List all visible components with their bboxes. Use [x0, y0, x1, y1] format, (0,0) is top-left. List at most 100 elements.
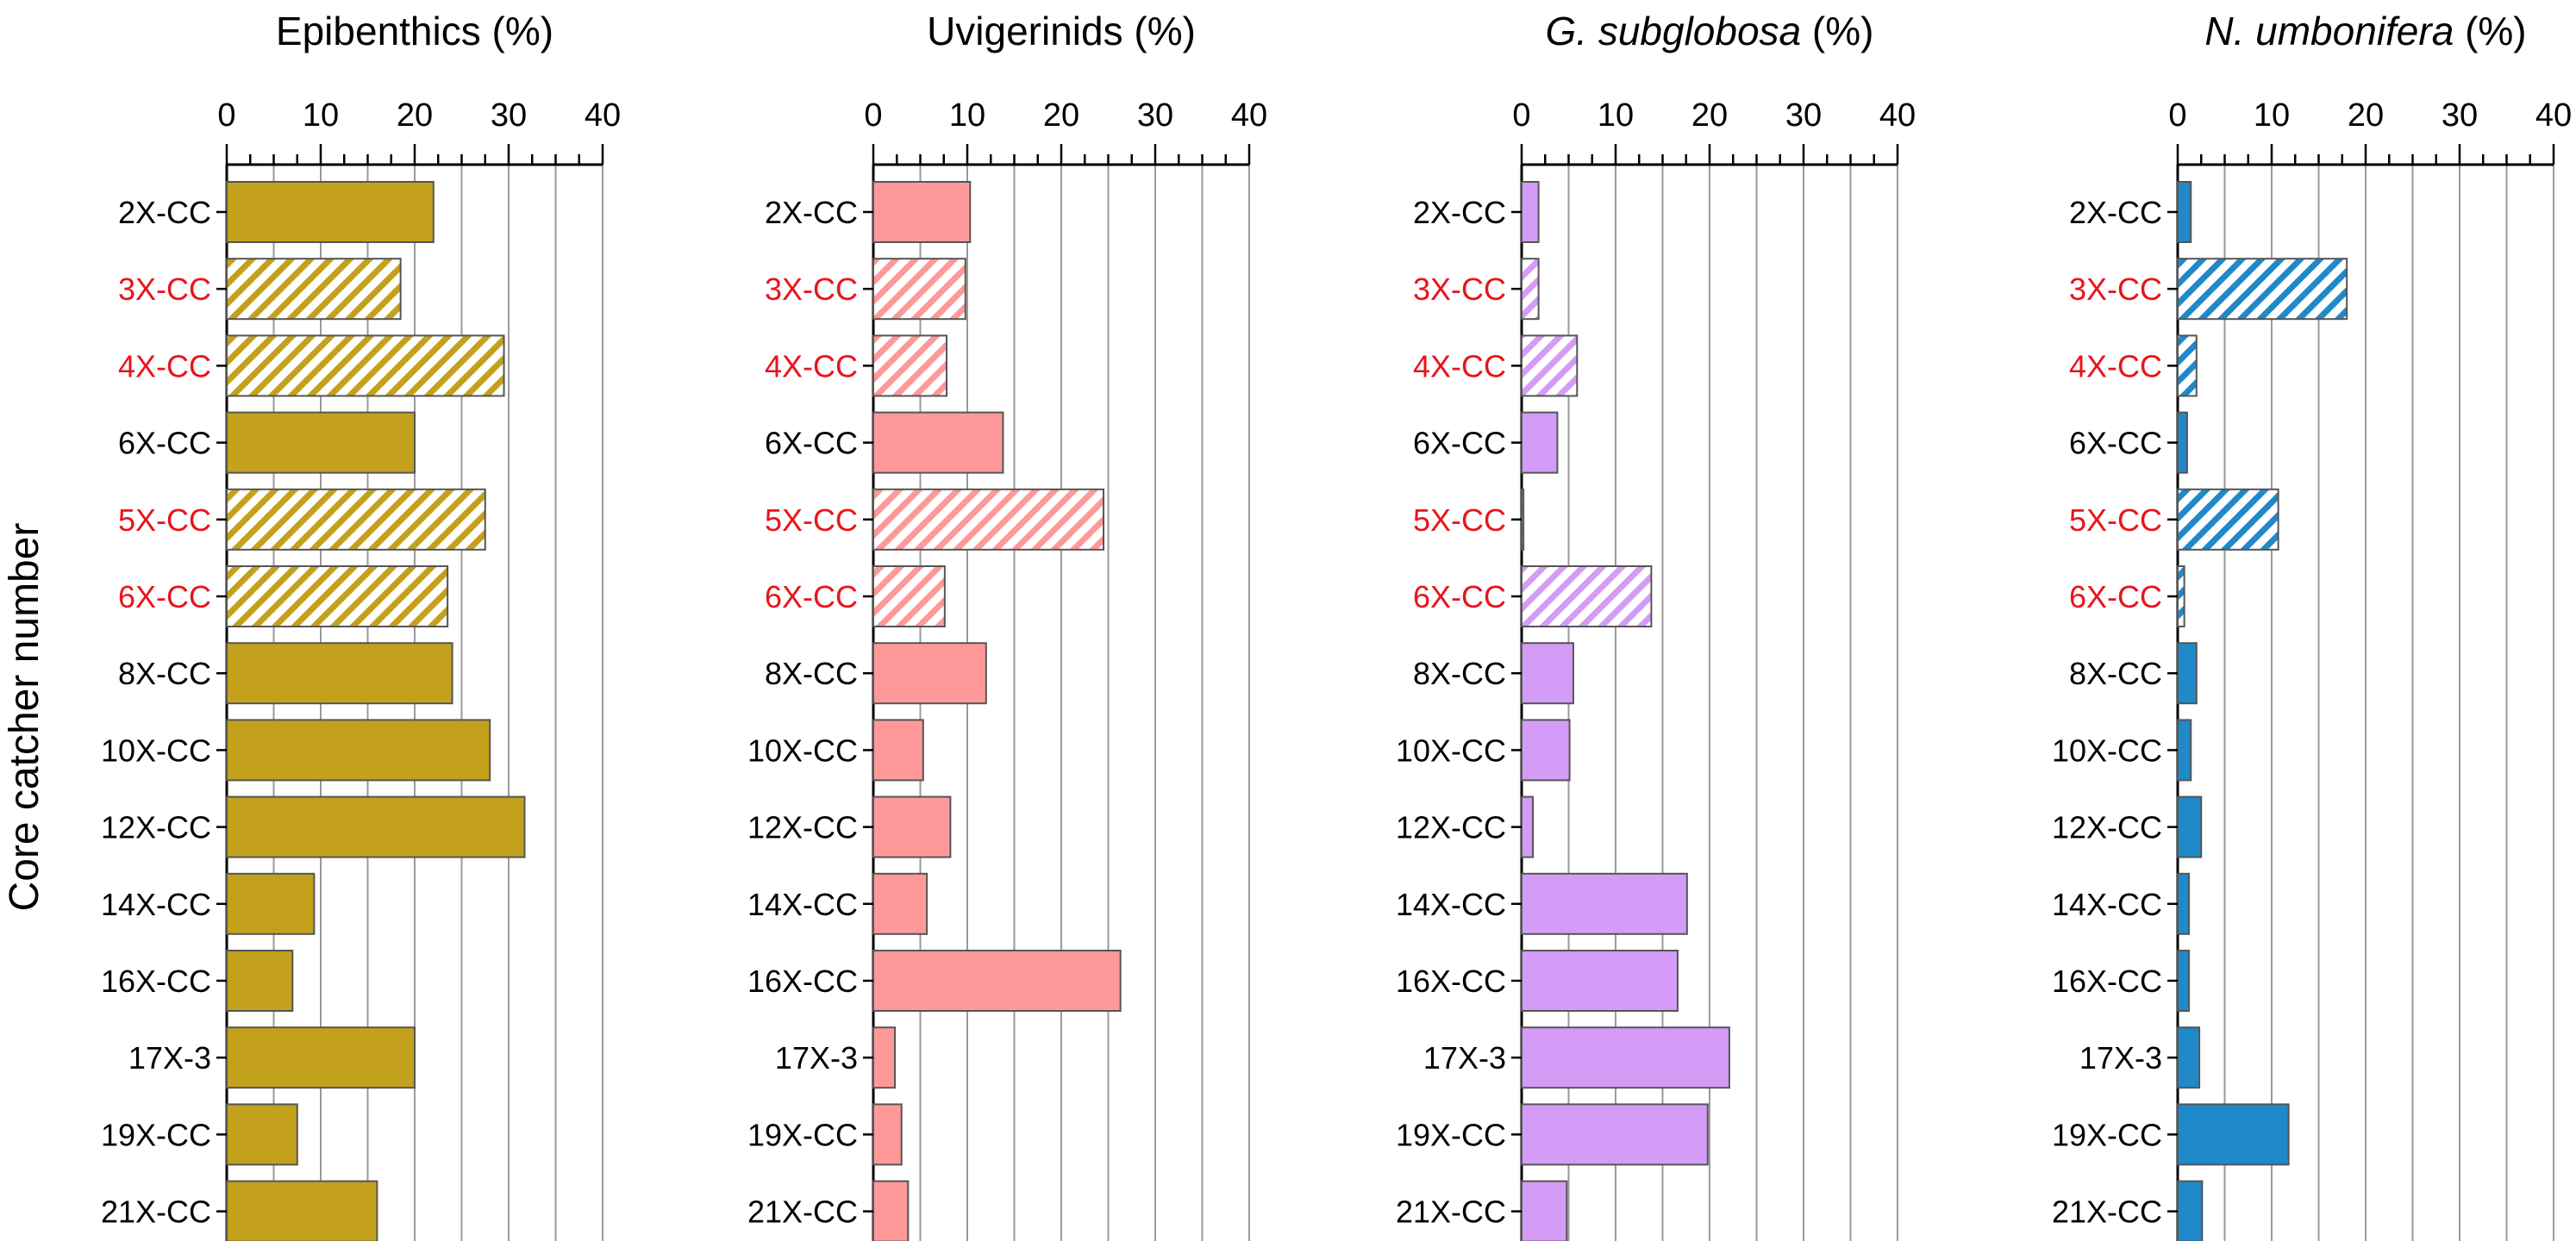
category-label: 5X-CC	[118, 502, 211, 538]
bar	[226, 258, 402, 321]
category-label: 10X-CC	[2052, 733, 2162, 768]
x-tick-label: 0	[864, 97, 882, 134]
category-label: 5X-CC	[1413, 502, 1506, 538]
category-label: 17X-3	[775, 1040, 858, 1076]
category-label: 21X-CC	[101, 1194, 211, 1230]
category-label: 2X-CC	[2069, 195, 2162, 230]
bar	[1521, 565, 1653, 627]
bar	[226, 334, 505, 397]
category-label: 19X-CC	[2052, 1117, 2162, 1152]
bar	[2177, 719, 2192, 782]
panel-1: 0 10 20 30 40 Epibenthics (%) 2X-CC 3X-CC 4X-CC 6…	[101, 9, 621, 1241]
category-label: 6X-CC	[765, 426, 858, 461]
category-label: 12X-CC	[747, 810, 858, 845]
category-label: 14X-CC	[2052, 887, 2162, 922]
category-label: 6X-CC	[1413, 579, 1506, 614]
category-label: 3X-CC	[118, 271, 211, 307]
bar	[1521, 950, 1679, 1012]
category-label: 6X-CC	[2069, 579, 2162, 614]
y-axis-label: Core catcher number	[2, 523, 47, 912]
bar	[226, 719, 491, 782]
x-tick-label: 20	[2348, 97, 2384, 134]
category-label: 6X-CC	[765, 579, 858, 614]
category-label: 21X-CC	[2052, 1194, 2162, 1230]
bar	[2177, 258, 2348, 321]
x-tick-label: 30	[2442, 97, 2478, 134]
bar	[226, 1026, 416, 1089]
category-label: 16X-CC	[1396, 963, 1506, 999]
bar	[2177, 1103, 2290, 1166]
bar	[872, 411, 1004, 474]
x-tick-label: 20	[397, 97, 433, 134]
category-label: 12X-CC	[1396, 810, 1506, 845]
category-label: 19X-CC	[101, 1117, 211, 1152]
x-tick-label: 0	[1512, 97, 1530, 134]
category-label: 14X-CC	[101, 887, 211, 922]
category-label: 17X-3	[1423, 1040, 1506, 1076]
bar	[1521, 1026, 1730, 1089]
bar	[872, 872, 928, 935]
panel-2: 0 10 20 30 40 Uvigerinids (%) 2X-CC 3X-CC 4X-CC 6…	[747, 9, 1267, 1241]
category-label: 12X-CC	[101, 810, 211, 845]
bar	[1521, 642, 1574, 705]
bar	[1521, 872, 1688, 935]
category-label: 2X-CC	[765, 195, 858, 230]
bar	[226, 872, 316, 935]
category-label: 10X-CC	[101, 733, 211, 768]
bar	[1521, 795, 1535, 858]
bar	[2177, 642, 2198, 705]
category-label: 16X-CC	[747, 963, 858, 999]
bar	[2177, 488, 2279, 551]
panel-title: G. subglobosa (%)	[1546, 9, 1874, 53]
bar	[872, 1180, 910, 1241]
category-label: 3X-CC	[2069, 271, 2162, 307]
x-tick-label: 10	[1597, 97, 1634, 134]
bar	[872, 719, 924, 782]
category-label: 4X-CC	[2069, 348, 2162, 384]
category-label: 3X-CC	[1413, 271, 1506, 307]
category-label: 5X-CC	[2069, 502, 2162, 538]
category-label: 6X-CC	[2069, 426, 2162, 461]
x-tick-label: 30	[1785, 97, 1822, 134]
x-tick-label: 10	[949, 97, 985, 134]
bar	[2177, 872, 2191, 935]
bar	[1521, 1180, 1568, 1241]
bar	[872, 258, 966, 321]
bar	[2177, 1026, 2201, 1089]
panel-title: Uvigerinids (%)	[927, 9, 1196, 53]
category-label: 8X-CC	[1413, 656, 1506, 691]
bar	[872, 488, 1105, 551]
bar	[1521, 334, 1579, 397]
category-label: 5X-CC	[765, 502, 858, 538]
bar	[226, 488, 486, 551]
category-label: 6X-CC	[118, 426, 211, 461]
bar	[1521, 488, 1525, 551]
x-tick-label: 40	[2535, 97, 2572, 134]
x-tick-label: 10	[2254, 97, 2290, 134]
bar	[872, 181, 972, 243]
bar	[872, 795, 952, 858]
bar	[2177, 411, 2188, 474]
bar	[1521, 411, 1559, 474]
x-tick-label: 20	[1043, 97, 1079, 134]
category-label: 10X-CC	[1396, 733, 1506, 768]
bar	[872, 642, 987, 705]
bar	[1521, 258, 1540, 321]
bar	[226, 1180, 378, 1241]
panel-4: 0 10 20 30 40 N. umbonifera (%) 2X-CC 3X-CC 4X-C…	[2052, 9, 2572, 1241]
category-label: 8X-CC	[2069, 656, 2162, 691]
category-label: 14X-CC	[1396, 887, 1506, 922]
category-label: 21X-CC	[1396, 1194, 1506, 1230]
bar	[872, 1026, 897, 1089]
category-label: 4X-CC	[1413, 348, 1506, 384]
bar	[2177, 1180, 2204, 1241]
bar	[2177, 950, 2191, 1012]
panel-3: 0 10 20 30 40 G. subglobosa (%) 2X-CC 3X-CC 4X-C…	[1396, 9, 1916, 1241]
category-label: 4X-CC	[118, 348, 211, 384]
panel-title: Epibenthics (%)	[276, 9, 553, 53]
bar	[2177, 334, 2198, 397]
category-label: 8X-CC	[118, 656, 211, 691]
bar	[226, 411, 416, 474]
category-label: 21X-CC	[747, 1194, 858, 1230]
